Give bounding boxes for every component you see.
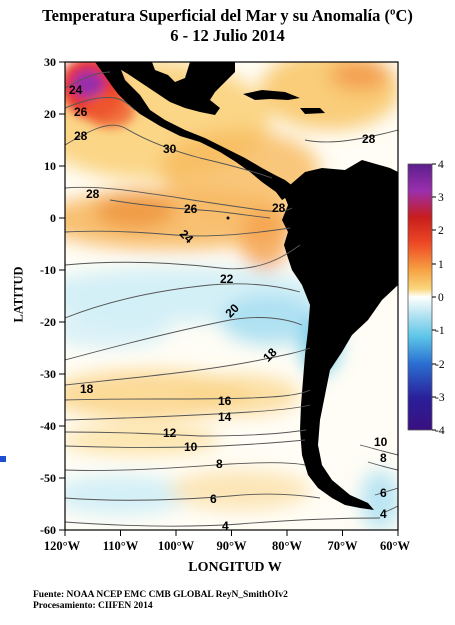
colorbar-label: -1 xyxy=(435,325,445,337)
map-title: Temperatura Superficial del Mar y su Ano… xyxy=(42,6,413,25)
source-note: Fuente: NOAA NCEP EMC CMB GLOBAL ReyN_Sm… xyxy=(33,590,288,600)
contour-label: 30 xyxy=(163,142,177,156)
processing-note: Procesamiento: CIIFEN 2014 xyxy=(33,601,153,611)
contour-label: 4 xyxy=(380,507,387,521)
y-tick-label: 20 xyxy=(44,107,56,121)
y-tick-label: -60 xyxy=(40,523,56,537)
land-masses xyxy=(95,62,398,510)
y-tick-label: 0 xyxy=(50,211,56,225)
contour-label: 18 xyxy=(80,382,94,396)
colorbar-label: 4 xyxy=(438,159,444,171)
slide-bullet-marker xyxy=(0,456,6,462)
contour-label: 10 xyxy=(184,440,198,454)
contour-label: 8 xyxy=(380,451,387,465)
contour-label: 10 xyxy=(374,435,388,449)
x-tick-label: 70°W xyxy=(328,539,358,553)
x-tick-label: 60°W xyxy=(380,539,410,553)
anomaly-field: 24 26 28 30 28 28 26 28 24 22 20 18 18 1… xyxy=(65,62,398,533)
colorbar-scale xyxy=(407,163,433,431)
colorbar-label: 3 xyxy=(438,192,444,204)
colorbar-label: 2 xyxy=(438,225,444,237)
contour-label: 26 xyxy=(74,105,88,119)
y-axis-title: LATITUD xyxy=(11,266,26,323)
contour-label: 8 xyxy=(216,457,223,471)
x-tick-label: 120°W xyxy=(44,539,81,553)
contour-label: 4 xyxy=(222,519,229,533)
y-tick-label: -30 xyxy=(40,367,56,381)
x-tick-labels: 120°W 110°W 100°W 90°W 80°W 70°W 60°W xyxy=(44,539,411,553)
y-tick-labels: 30 20 10 0 -10 -20 -30 -40 -50 -60 xyxy=(40,55,56,537)
x-tick-label: 110°W xyxy=(103,539,139,553)
contour-label: 28 xyxy=(86,187,100,201)
x-tick-label: 100°W xyxy=(158,539,195,553)
contour-label: 28 xyxy=(272,201,286,215)
contour-label: 24 xyxy=(69,83,83,97)
colorbar-label: 1 xyxy=(438,259,444,271)
contour-labels: 24 26 28 30 28 28 26 28 24 22 20 18 18 1… xyxy=(69,83,388,533)
map-date-range: 6 - 12 Julio 2014 xyxy=(170,26,285,45)
contour-label: 28 xyxy=(74,129,88,143)
contour-label: 6 xyxy=(380,486,387,500)
y-tick-label: -20 xyxy=(40,315,56,329)
y-tick-label: -40 xyxy=(40,419,56,433)
colorbar-label: -2 xyxy=(435,359,445,371)
axis-ticks xyxy=(59,61,399,536)
x-tick-label: 90°W xyxy=(217,539,247,553)
colorbar-label: 0 xyxy=(438,292,444,304)
y-tick-label: -10 xyxy=(40,263,56,277)
contour-label: 28 xyxy=(362,132,376,146)
y-tick-label: 30 xyxy=(44,55,56,69)
contour-label: 12 xyxy=(163,426,177,440)
contour-label: 14 xyxy=(218,410,232,424)
y-tick-label: 10 xyxy=(44,159,56,173)
sst-contours xyxy=(65,71,398,527)
x-axis-title: LONGITUD W xyxy=(188,560,282,575)
colorbar-label: -4 xyxy=(435,425,445,437)
x-tick-label: 80°W xyxy=(272,539,302,553)
y-tick-label: -50 xyxy=(40,471,56,485)
contour-label: 16 xyxy=(218,394,232,408)
contour-label: 6 xyxy=(210,492,217,506)
contour-label: 22 xyxy=(220,272,234,286)
contour-label: 26 xyxy=(184,202,198,216)
colorbar-label: -3 xyxy=(435,392,445,404)
colorbar: 4 3 2 1 0 -1 -2 -3 -4 xyxy=(407,159,445,437)
